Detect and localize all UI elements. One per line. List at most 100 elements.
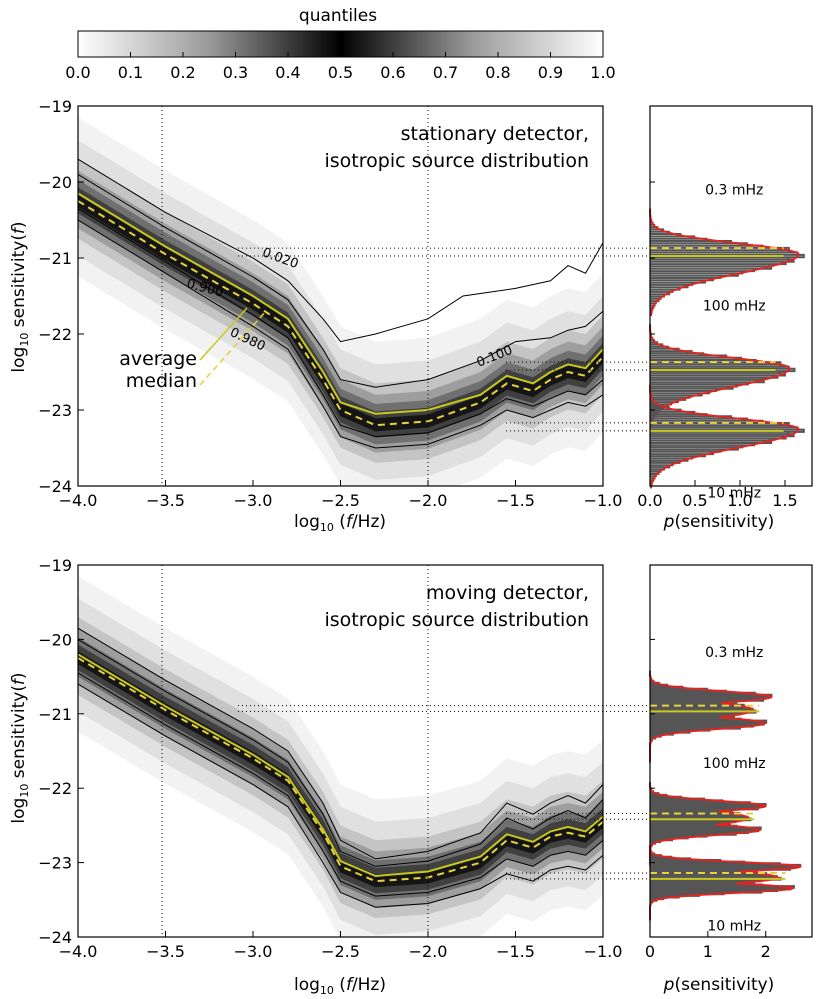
panel-annotation: moving detector, xyxy=(426,582,589,604)
y-tick-label: −21 xyxy=(38,249,72,268)
y-tick-label: −22 xyxy=(38,325,72,344)
hist-tick-label: 1.0 xyxy=(727,491,752,510)
histogram-steps xyxy=(649,845,802,921)
hist-frame xyxy=(649,564,813,938)
y-tick-label: −23 xyxy=(38,854,72,873)
svg-text:log10 sensitivity(f): log10 sensitivity(f) xyxy=(9,221,31,372)
colorbar-tick-label: 0.8 xyxy=(485,63,510,82)
top-hist-xlabel: p(sensitivity) xyxy=(663,512,775,532)
colorbar-tick-label: 0.0 xyxy=(65,63,90,82)
panel-annotation: isotropic source distribution xyxy=(324,150,589,172)
colorbar-tick-label: 0.1 xyxy=(118,63,143,82)
hist-tick-label: 1 xyxy=(703,942,713,961)
colorbar-tick-label: 0.3 xyxy=(223,63,248,82)
svg-text:p(sensitivity): p(sensitivity) xyxy=(663,512,775,532)
density-band xyxy=(78,170,603,453)
y-tick-label: −20 xyxy=(38,630,72,649)
fit-curve xyxy=(649,208,800,316)
colorbar-tick-label: 0.2 xyxy=(170,63,195,82)
top-main-xlabel: log10 (f/Hz) xyxy=(294,512,386,534)
bottom-main-panel: −4.0 −3.5 −3.0 −2.5 −2.0 −1.5 −1.0 −19 −20 −21 −22… xyxy=(38,556,622,961)
legend-median-pointer xyxy=(199,310,267,386)
legend-average-pointer xyxy=(199,307,248,361)
colorbar-tick-label: 0.5 xyxy=(328,63,353,82)
hist-tick-label: 0.5 xyxy=(682,491,707,510)
bottom-main-ylabel: log10 sensitivity(f) xyxy=(9,672,31,823)
bottom-main-xlabel: log10 (f/Hz) xyxy=(294,975,386,997)
svg-text:p(sensitivity): p(sensitivity) xyxy=(663,975,775,995)
top-hist-panel: 0.3 mHz 100 mHz 10 mHz 0.0 0.5 1.0 1.5 xyxy=(637,105,813,510)
frequency-label: 10 mHz xyxy=(707,485,761,501)
hist-tick-label: 0 xyxy=(645,942,655,961)
y-tick-label: −22 xyxy=(38,779,72,798)
x-tick-label: −2.5 xyxy=(321,491,360,510)
svg-text:log10 (f/Hz): log10 (f/Hz) xyxy=(294,512,386,534)
colorbar-tick-label: 1.0 xyxy=(590,63,615,82)
x-tick-label: −1.5 xyxy=(496,491,535,510)
x-tick-label: −2.5 xyxy=(321,942,360,961)
x-tick-label: −1.0 xyxy=(584,491,623,510)
svg-text:log10 (f/Hz): log10 (f/Hz) xyxy=(294,975,386,997)
frequency-label: 0.3 mHz xyxy=(705,645,763,661)
colorbar-tick-label: 0.4 xyxy=(275,63,300,82)
x-tick-label: −2.0 xyxy=(409,942,448,961)
top-main-ylabel: log10 sensitivity(f) xyxy=(9,221,31,372)
x-tick-label: −4.0 xyxy=(59,942,98,961)
y-tick-label: −24 xyxy=(38,928,72,947)
x-tick-label: −2.0 xyxy=(409,491,448,510)
panel-annotation: stationary detector, xyxy=(401,123,589,145)
x-tick-label: −1.0 xyxy=(584,942,623,961)
plot-area xyxy=(78,565,603,937)
x-tick-label: −3.5 xyxy=(146,491,185,510)
quantile-contour xyxy=(78,672,603,897)
median-line xyxy=(78,200,603,427)
x-tick-label: −1.5 xyxy=(496,942,535,961)
connector-lines xyxy=(238,247,650,880)
hist-tick-label: 2 xyxy=(761,942,771,961)
y-tick-label: −21 xyxy=(38,705,72,724)
histogram-steps xyxy=(649,670,773,763)
colorbar-ticks: 0.0 0.1 0.2 0.3 0.4 0.5 0.6 0.7 0.8 0.9 1.0 xyxy=(65,52,616,82)
colorbar: quantiles 0.0 0.1 0.2 0.3 0.4 0.5 0.6 0.7 0.8 0.9… xyxy=(65,6,615,82)
quantile-contour xyxy=(78,158,603,343)
quantile-contour xyxy=(78,683,603,908)
average-line xyxy=(78,653,603,878)
x-tick-label: −3.0 xyxy=(234,942,273,961)
fit-curve xyxy=(649,385,800,488)
bottom-hist-panel: 0.3 mHz 100 mHz 10 mHz 0 1 2 xyxy=(645,564,813,961)
hist-tick-label: 0.0 xyxy=(637,491,662,510)
y-tick-label: −20 xyxy=(38,173,72,192)
y-tick-label: −23 xyxy=(38,401,72,420)
y-tick-label: −19 xyxy=(38,556,72,575)
x-tick-label: −3.5 xyxy=(146,942,185,961)
frequency-label: 100 mHz xyxy=(703,756,766,772)
panel-annotation: isotropic source distribution xyxy=(324,609,589,631)
x-tick-label: −4.0 xyxy=(59,491,98,510)
x-tick-label: −3.0 xyxy=(234,491,273,510)
svg-text:log10 sensitivity(f): log10 sensitivity(f) xyxy=(9,672,31,823)
quantile-contour xyxy=(78,219,603,449)
colorbar-tick-label: 0.6 xyxy=(380,63,405,82)
hist-frame xyxy=(649,105,813,487)
quantile-contour xyxy=(78,173,603,388)
density-band xyxy=(78,637,603,900)
frequency-label: 10 mHz xyxy=(707,918,761,934)
legend-label-median: median xyxy=(126,370,197,392)
quantile-contour xyxy=(78,627,603,860)
histogram-steps xyxy=(649,782,767,866)
colorbar-tick-label: 0.7 xyxy=(433,63,458,82)
legend-label-average: average xyxy=(119,348,197,370)
frequency-label: 0.3 mHz xyxy=(705,183,763,199)
hist-tick-label: 1.5 xyxy=(772,491,797,510)
y-tick-label: −24 xyxy=(38,477,72,496)
density-band xyxy=(78,179,603,445)
y-tick-label: −19 xyxy=(38,97,72,116)
plot-area xyxy=(78,106,603,486)
frequency-label: 100 mHz xyxy=(703,298,766,314)
top-main-panel: −4.0 −3.5 −3.0 −2.5 −2.0 −1.5 −1.0 −19 −20 −21 −22… xyxy=(38,97,622,510)
density-band xyxy=(78,628,603,908)
quantile-contour xyxy=(78,208,603,438)
colorbar-title: quantiles xyxy=(299,6,377,26)
